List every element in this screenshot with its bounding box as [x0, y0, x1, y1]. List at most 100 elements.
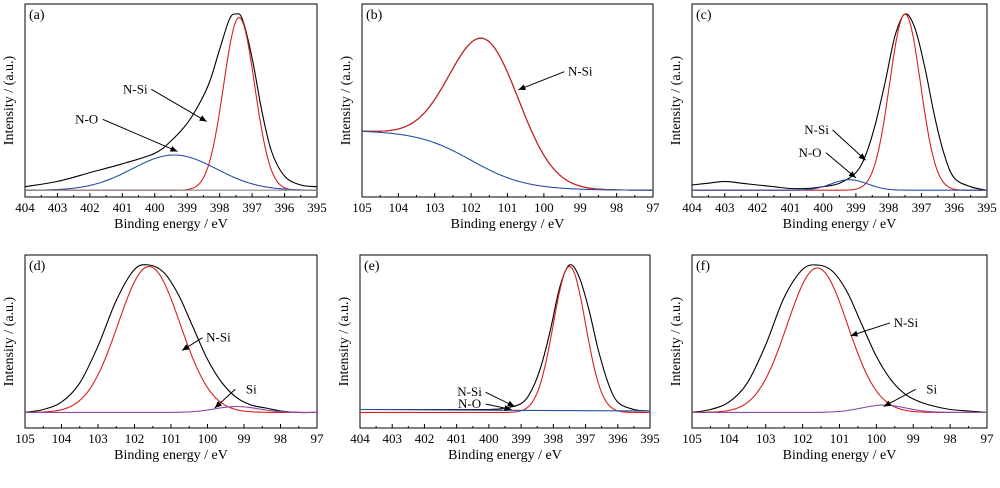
plot-frame	[361, 3, 654, 198]
x-tick-label: 101	[830, 431, 850, 446]
plot-frame	[24, 254, 318, 429]
panel-a: 404 403 402 401 400 399 398 397 396 395 Binding en…	[2, 3, 327, 232]
series-line-1	[25, 17, 317, 191]
series-line-0	[691, 13, 988, 191]
series-line-1	[362, 37, 653, 191]
x-tick-label: 101	[161, 431, 181, 446]
series-line-0	[24, 264, 318, 414]
x-tick-label: 98	[610, 200, 623, 215]
x-tick-label: 397	[912, 200, 932, 215]
series-line-1	[25, 265, 317, 413]
y-axis-label: Intensity / (a.u.)	[339, 55, 354, 145]
panel-label: (f)	[696, 259, 710, 274]
annotation-label: N-O	[75, 111, 98, 126]
series-line-2	[692, 179, 987, 191]
arrow-head	[181, 344, 190, 351]
annotation-arrow	[518, 71, 565, 91]
series-line-0	[362, 37, 653, 191]
arrow-head	[503, 405, 512, 411]
x-tick-label: 402	[80, 200, 100, 215]
x-tick-label: 97	[647, 200, 661, 215]
x-tick-label: 398	[879, 200, 899, 215]
x-tick-label: 402	[748, 200, 768, 215]
annotation-label: N-Si	[804, 122, 829, 137]
x-axis-label: Binding energy / eV	[448, 448, 562, 463]
panel-label: (b)	[366, 8, 383, 23]
x-tick-label: 403	[382, 431, 402, 446]
x-axis-label: Binding energy / eV	[783, 217, 897, 232]
x-tick-label: 97	[311, 431, 325, 446]
arrow-head	[518, 84, 527, 91]
annotation-label: N-O	[458, 396, 481, 411]
x-tick-label: 101	[498, 200, 518, 215]
x-tick-label: 104	[719, 431, 739, 446]
annotation-arrow	[102, 118, 178, 152]
y-axis-label: Intensity / (a.u.)	[2, 296, 17, 386]
x-tick-label: 102	[461, 200, 481, 215]
panel-b: 105 104 103 102 101 100 99 98 97 Binding energy /…	[339, 3, 661, 232]
x-tick-label: 397	[576, 431, 596, 446]
x-tick-label: 104	[52, 431, 72, 446]
plot-frame	[691, 3, 988, 198]
x-tick-label: 98	[944, 431, 957, 446]
arrow-head	[848, 171, 856, 178]
x-tick-label: 402	[415, 431, 435, 446]
x-tick-label: 400	[479, 431, 499, 446]
annotation-label: Si	[926, 381, 937, 396]
series-line-0	[359, 264, 651, 412]
annotation-label: N-Si	[894, 315, 919, 330]
arrow-head	[858, 153, 866, 161]
x-tick-label: 404	[15, 200, 35, 215]
x-tick-label: 100	[534, 200, 554, 215]
x-tick-label: 396	[275, 200, 295, 215]
annotation-arrow	[151, 88, 207, 122]
x-tick-label: 398	[210, 200, 230, 215]
plot-frame	[691, 254, 988, 429]
x-tick-label: 104	[389, 200, 409, 215]
x-tick-label: 102	[125, 431, 145, 446]
x-tick-label: 403	[715, 200, 735, 215]
panel-label: (c)	[696, 8, 712, 23]
x-axis-label: Binding energy / eV	[783, 448, 897, 463]
x-tick-label: 398	[544, 431, 564, 446]
x-tick-label: 102	[793, 431, 813, 446]
x-tick-label: 397	[242, 200, 262, 215]
annotation-arrow	[832, 129, 867, 161]
series-line-2	[25, 405, 317, 413]
panel-e: 404 403 402 401 400 399 398 397 396 395 Binding en…	[337, 254, 660, 463]
x-tick-label: 401	[781, 200, 801, 215]
x-tick-label: 99	[574, 200, 587, 215]
x-tick-label: 400	[145, 200, 165, 215]
series-line-1	[692, 267, 987, 413]
series-line-0	[691, 264, 988, 413]
x-tick-label: 103	[88, 431, 108, 446]
panel-c: 404 403 402 401 400 399 398 397 396 395 Binding en…	[669, 3, 997, 232]
annotation-label: N-Si	[457, 384, 482, 399]
x-tick-label: 404	[682, 200, 702, 215]
x-tick-label: 99	[238, 431, 251, 446]
x-tick-label: 396	[944, 200, 964, 215]
y-axis-label: Intensity / (a.u.)	[2, 55, 17, 145]
x-axis-label: Binding energy / eV	[114, 217, 228, 232]
arrow-head	[850, 330, 859, 337]
arrow-head	[883, 400, 892, 407]
x-tick-label: 105	[15, 431, 35, 446]
y-axis-label: Intensity / (a.u.)	[669, 55, 684, 145]
x-tick-label: 103	[425, 200, 445, 215]
series-line-1	[360, 265, 650, 413]
x-tick-label: 401	[113, 200, 133, 215]
y-axis-label: Intensity / (a.u.)	[669, 296, 684, 386]
x-axis-label: Binding energy / eV	[451, 217, 565, 232]
arrow-head	[169, 145, 178, 152]
series-line-0	[24, 13, 318, 188]
x-tick-label: 98	[274, 431, 287, 446]
annotation-label: N-Si	[123, 81, 148, 96]
series-line-2	[692, 404, 987, 413]
x-tick-label: 395	[977, 200, 997, 215]
x-tick-label: 100	[198, 431, 218, 446]
annotation-label: Si	[246, 381, 257, 396]
panel-label: (d)	[29, 259, 46, 274]
panel-label: (e)	[364, 259, 380, 274]
series-line-2	[25, 154, 317, 191]
